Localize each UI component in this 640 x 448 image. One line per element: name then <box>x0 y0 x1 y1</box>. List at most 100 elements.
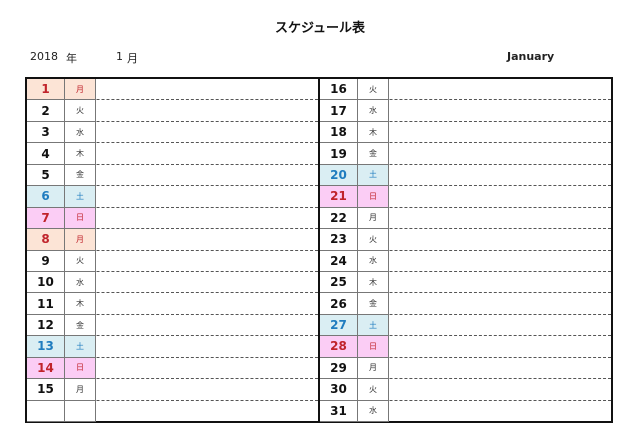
notes-cell[interactable] <box>389 293 611 313</box>
weekday: 日 <box>65 207 96 230</box>
schedule-row <box>27 400 318 422</box>
schedule-row: 26 金 <box>320 293 611 315</box>
day-number: 27 <box>320 314 358 337</box>
day-number: 28 <box>320 336 358 358</box>
schedule-row: 11 木 <box>27 293 318 315</box>
schedule-left-column: 1 月 2 火 3 水 4 木 5 金 6 土 7 日 8 月 9 火 10 水 11 木 12 金 13 土 14 日 15 月 <box>27 79 318 422</box>
weekday: 金 <box>358 293 389 315</box>
weekday: 火 <box>358 229 389 251</box>
weekday: 土 <box>65 336 96 358</box>
notes-cell[interactable] <box>96 208 318 228</box>
weekday: 水 <box>65 271 96 294</box>
notes-cell[interactable] <box>389 229 611 249</box>
weekday: 木 <box>358 121 389 144</box>
weekday: 日 <box>358 336 389 358</box>
weekday: 火 <box>65 100 96 122</box>
notes-cell[interactable] <box>96 379 318 399</box>
notes-cell[interactable] <box>389 165 611 185</box>
weekday: 水 <box>358 400 389 422</box>
notes-cell[interactable] <box>389 315 611 335</box>
day-number: 31 <box>320 400 358 422</box>
day-number: 1 <box>27 79 65 101</box>
day-number: 8 <box>27 229 65 251</box>
schedule-row: 15 月 <box>27 379 318 401</box>
notes-cell[interactable] <box>389 251 611 271</box>
notes-cell[interactable] <box>96 272 318 292</box>
day-number: 4 <box>27 143 65 165</box>
schedule-row: 19 金 <box>320 143 611 165</box>
weekday: 水 <box>358 250 389 272</box>
day-number <box>27 400 65 422</box>
weekday: 水 <box>358 100 389 122</box>
notes-cell[interactable] <box>96 336 318 356</box>
page-title: スケジュール表 <box>274 21 366 36</box>
schedule-row: 23 火 <box>320 229 611 251</box>
notes-cell[interactable] <box>96 100 318 120</box>
notes-cell[interactable] <box>96 79 318 99</box>
day-number: 12 <box>27 314 65 337</box>
notes-cell[interactable] <box>96 143 318 163</box>
notes-cell[interactable] <box>389 208 611 228</box>
day-number: 25 <box>320 271 358 294</box>
weekday: 月 <box>65 379 96 401</box>
weekday: 土 <box>358 164 389 187</box>
notes-cell[interactable] <box>389 358 611 378</box>
day-number: 10 <box>27 271 65 294</box>
weekday: 木 <box>358 271 389 294</box>
month-value: 1 <box>116 50 123 63</box>
notes-cell[interactable] <box>389 401 611 421</box>
notes-cell[interactable] <box>389 100 611 120</box>
weekday: 日 <box>358 186 389 208</box>
schedule-row: 12 金 <box>27 314 318 337</box>
weekday: 日 <box>65 357 96 380</box>
day-number: 5 <box>27 164 65 187</box>
notes-cell[interactable] <box>389 79 611 99</box>
schedule-row: 10 水 <box>27 271 318 294</box>
day-number: 11 <box>27 293 65 315</box>
weekday: 火 <box>358 79 389 101</box>
notes-cell[interactable] <box>96 251 318 271</box>
day-number: 15 <box>27 379 65 401</box>
notes-cell[interactable] <box>389 143 611 163</box>
notes-cell[interactable] <box>96 229 318 249</box>
notes-cell[interactable] <box>96 401 318 421</box>
notes-cell[interactable] <box>96 122 318 142</box>
day-number: 21 <box>320 186 358 208</box>
month-label: 月 <box>127 52 138 65</box>
day-number: 22 <box>320 207 358 230</box>
weekday: 月 <box>358 357 389 380</box>
notes-cell[interactable] <box>96 315 318 335</box>
notes-cell[interactable] <box>389 379 611 399</box>
notes-cell[interactable] <box>96 165 318 185</box>
notes-cell[interactable] <box>96 186 318 206</box>
notes-cell[interactable] <box>389 272 611 292</box>
notes-cell[interactable] <box>389 122 611 142</box>
weekday: 土 <box>358 314 389 337</box>
schedule-row: 20 土 <box>320 164 611 187</box>
year-value: 2018 <box>30 50 58 63</box>
schedule-row: 13 土 <box>27 336 318 358</box>
notes-cell[interactable] <box>389 336 611 356</box>
notes-cell[interactable] <box>96 358 318 378</box>
year-label: 年 <box>66 52 77 65</box>
schedule-row: 25 木 <box>320 271 611 294</box>
day-number: 18 <box>320 121 358 144</box>
day-number: 30 <box>320 379 358 401</box>
month-english: January <box>507 50 555 63</box>
notes-cell[interactable] <box>389 186 611 206</box>
day-number: 13 <box>27 336 65 358</box>
day-number: 26 <box>320 293 358 315</box>
day-number: 7 <box>27 207 65 230</box>
weekday: 木 <box>65 143 96 165</box>
weekday: 金 <box>65 164 96 187</box>
schedule-row: 24 水 <box>320 250 611 272</box>
day-number: 17 <box>320 100 358 122</box>
notes-cell[interactable] <box>96 293 318 313</box>
weekday: 月 <box>65 79 96 101</box>
